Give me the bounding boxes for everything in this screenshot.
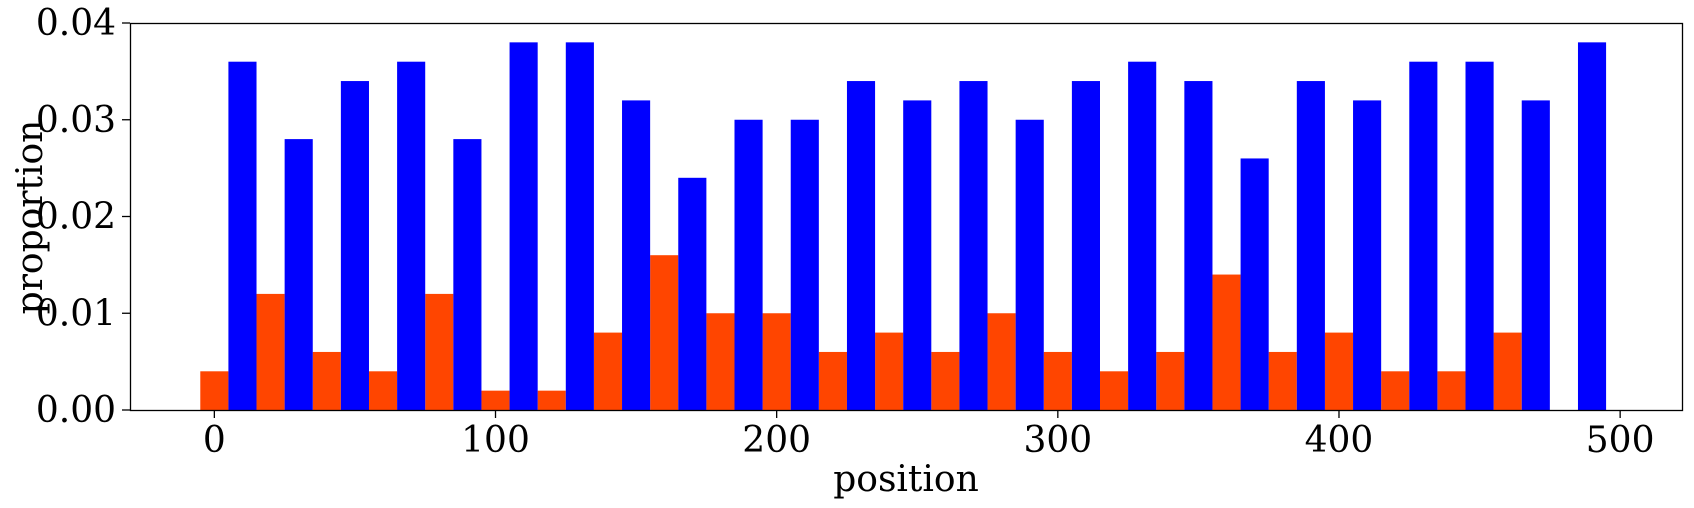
bar-series-1-60 xyxy=(368,371,398,410)
x-axis-label: position xyxy=(833,459,979,500)
ticks-layer: 0 100 200 300 400 500 0.00 0.01 0.02 0.03 0.04 xyxy=(36,3,1655,461)
bars-layer xyxy=(200,42,1607,411)
bar-series-2-210 xyxy=(790,119,819,410)
bar-series-1-140 xyxy=(593,332,623,410)
bar-series-2-430 xyxy=(1409,61,1438,410)
y-tick-label: 0.01 xyxy=(36,293,116,334)
bar-series-1-120 xyxy=(537,390,566,410)
y-tick-label: 0.03 xyxy=(36,100,116,141)
bar-series-1-340 xyxy=(1156,351,1185,410)
bar-series-2-150 xyxy=(622,100,651,411)
y-tick-label: 0.02 xyxy=(36,197,116,238)
bar-series-1-460 xyxy=(1493,332,1522,410)
bar-series-1-260 xyxy=(931,351,960,410)
bar-series-1-280 xyxy=(987,313,1016,410)
bar-series-2-310 xyxy=(1071,81,1100,411)
bar-series-1-360 xyxy=(1212,274,1241,410)
bar-series-2-130 xyxy=(565,42,594,410)
bar-series-2-170 xyxy=(678,177,707,410)
bar-series-2-370 xyxy=(1240,158,1269,410)
bar-series-2-190 xyxy=(734,119,763,410)
bar-series-2-70 xyxy=(397,61,426,410)
bar-series-1-200 xyxy=(762,313,791,410)
bar-series-1-40 xyxy=(312,351,341,410)
y-tick-label: 0.04 xyxy=(36,3,116,44)
y-tick-label: 0.00 xyxy=(36,390,116,431)
bar-series-1-80 xyxy=(425,293,454,410)
bar-series-2-250 xyxy=(903,100,932,411)
bar-series-1-440 xyxy=(1437,371,1466,410)
bar-series-2-30 xyxy=(284,139,313,410)
bar-series-2-290 xyxy=(1015,119,1044,410)
x-tick-label: 500 xyxy=(1586,420,1655,461)
bar-series-2-470 xyxy=(1521,100,1550,411)
bar-series-2-390 xyxy=(1296,81,1325,411)
bar-series-1-400 xyxy=(1324,332,1354,410)
plot-frame xyxy=(129,22,1684,412)
bar-series-1-320 xyxy=(1100,371,1129,410)
bar-series-1-20 xyxy=(256,293,285,410)
bar-series-2-90 xyxy=(453,139,482,410)
bar-series-1-0 xyxy=(200,371,229,410)
bar-series-2-230 xyxy=(846,81,876,411)
bar-series-1-420 xyxy=(1381,371,1410,410)
x-tick-label: 100 xyxy=(461,420,530,461)
bar-series-1-160 xyxy=(650,255,679,410)
bar-series-1-240 xyxy=(875,332,904,410)
bar-series-2-450 xyxy=(1465,61,1494,410)
bar-series-2-490 xyxy=(1577,42,1607,410)
bar-series-2-270 xyxy=(959,81,988,411)
bar-series-1-380 xyxy=(1268,351,1297,410)
bar-series-2-330 xyxy=(1128,61,1157,410)
bar-series-2-110 xyxy=(509,42,538,410)
x-tick-label: 400 xyxy=(1305,420,1374,461)
y-axis-label: proportion xyxy=(10,120,51,315)
bar-series-1-100 xyxy=(481,390,510,410)
bar-series-1-220 xyxy=(818,351,847,410)
bar-series-1-180 xyxy=(706,313,735,410)
x-tick-label: 0 xyxy=(203,420,226,461)
bar-series-2-10 xyxy=(228,61,257,410)
bar-series-2-50 xyxy=(340,81,369,411)
bar-series-2-410 xyxy=(1353,100,1382,411)
x-tick-label: 300 xyxy=(1023,420,1092,461)
x-tick-label: 200 xyxy=(742,420,811,461)
bar-series-1-300 xyxy=(1043,351,1072,410)
bar-series-2-350 xyxy=(1184,81,1213,411)
